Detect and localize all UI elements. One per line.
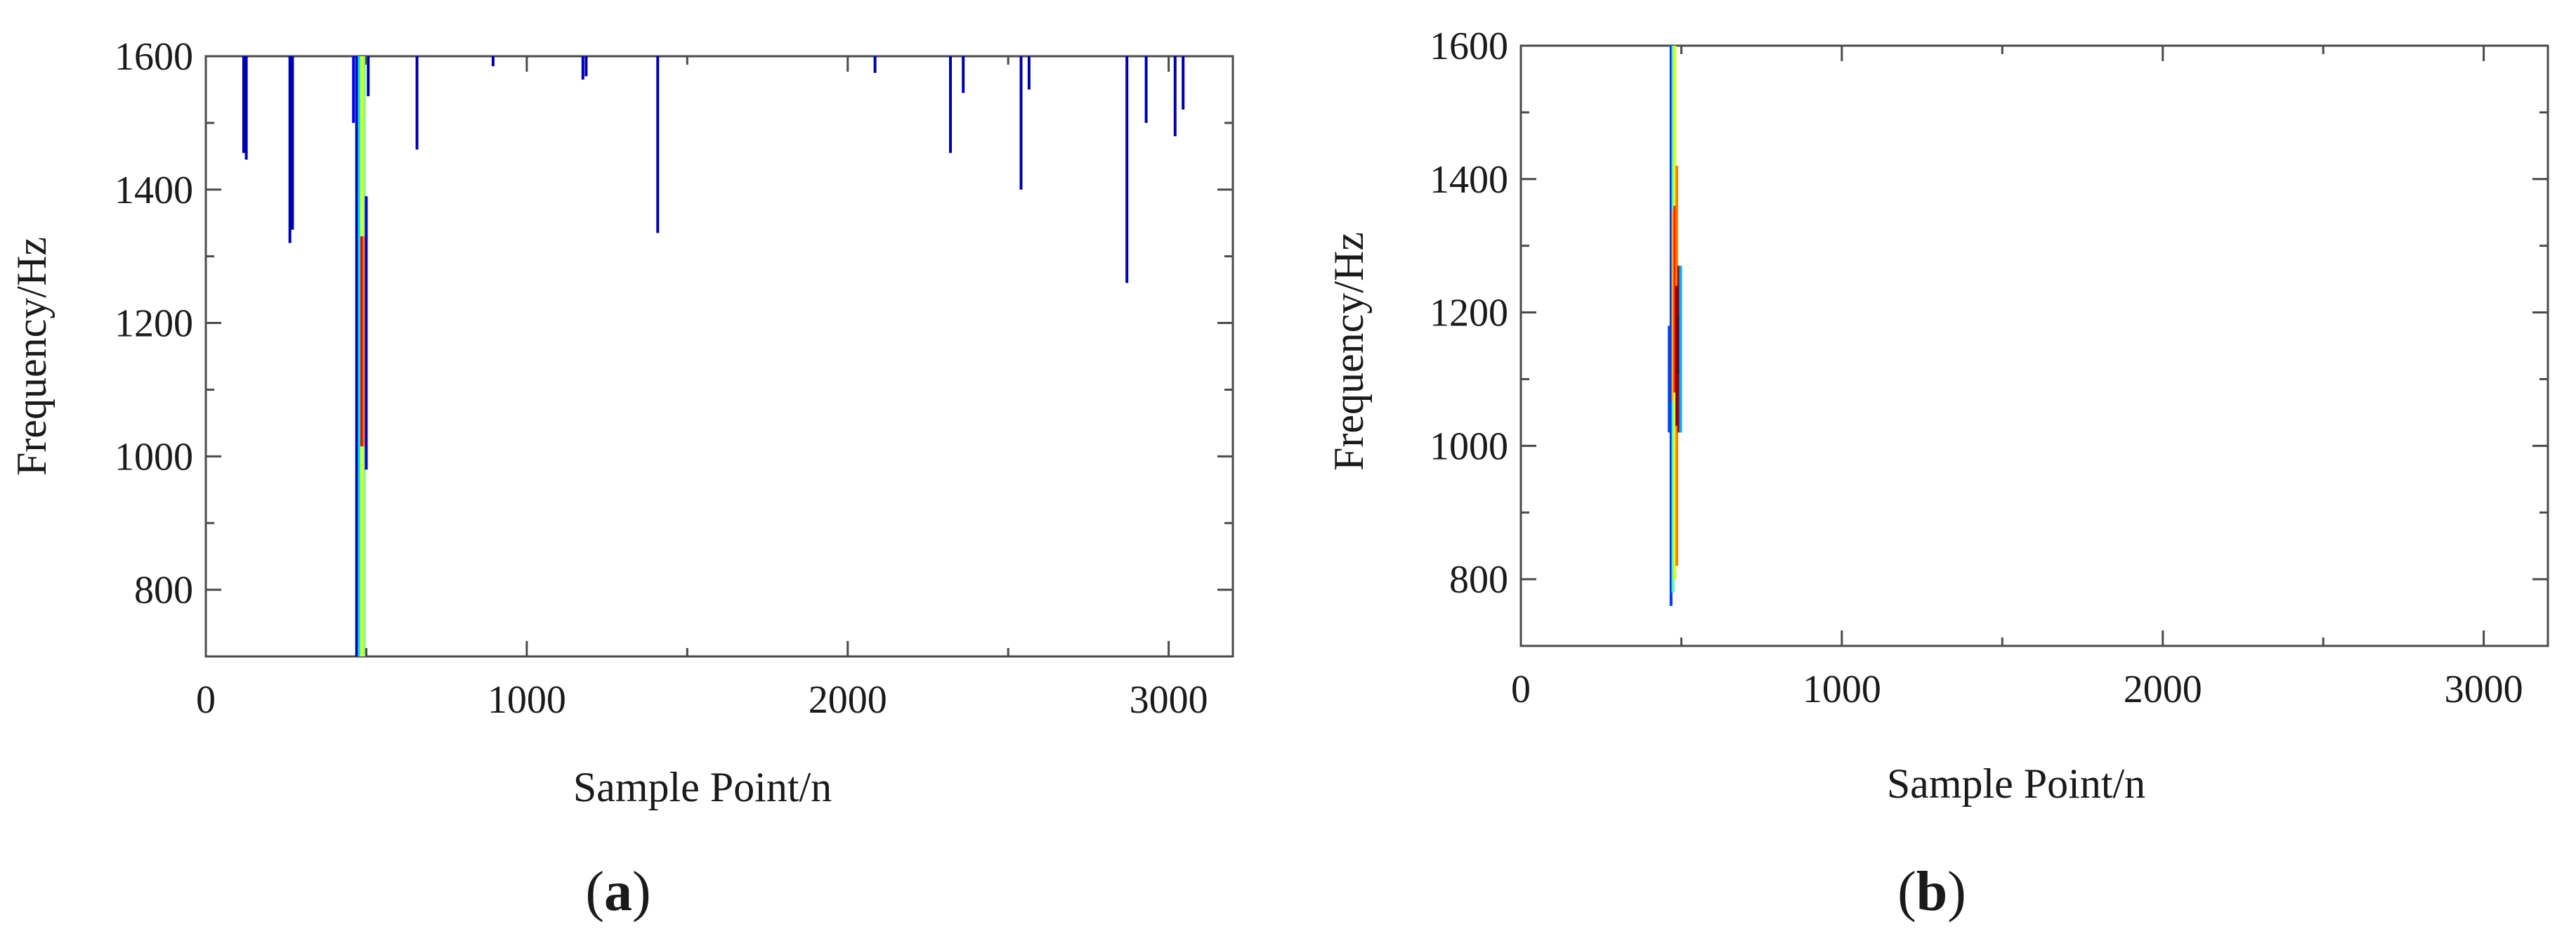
y-tick-label: 1400 xyxy=(115,169,193,212)
plot-frame xyxy=(204,55,1234,658)
panel-b: 0 1000 2000 3000 800 1000 1200 1400 1600 Sample … xyxy=(1326,25,2549,923)
panel-label: (a) xyxy=(585,861,650,923)
spike-group xyxy=(1668,46,1682,607)
y-axis-label: Frequency/Hz xyxy=(1326,232,1372,471)
y-tick-label: 1200 xyxy=(115,302,193,346)
y-tick-label: 800 xyxy=(134,569,193,612)
y-tick-label: 1600 xyxy=(1430,25,1508,68)
spike-group xyxy=(242,56,1185,656)
y-tick-label: 1000 xyxy=(115,435,193,479)
tick-group: 0 1000 2000 3000 800 1000 1200 1400 1600 xyxy=(1430,25,2548,711)
x-axis-label: Sample Point/n xyxy=(573,764,832,810)
x-tick-label: 0 xyxy=(196,678,216,722)
x-tick-label: 1000 xyxy=(488,678,566,722)
plot-frame xyxy=(1519,44,2549,647)
x-tick-label: 3000 xyxy=(2445,668,2523,711)
panel-letter: b xyxy=(1916,861,1948,923)
x-tick-label: 2000 xyxy=(2124,668,2202,711)
panel-a: 0 1000 2000 3000 800 1000 1200 1400 1600 Sample … xyxy=(8,35,1234,923)
x-axis-label: Sample Point/n xyxy=(1887,760,2145,807)
x-tick-label: 2000 xyxy=(809,678,887,722)
y-tick-label: 1400 xyxy=(1430,158,1508,202)
x-tick-label: 0 xyxy=(1511,668,1531,711)
tick-group: 0 1000 2000 3000 800 1000 1200 1400 1600 xyxy=(115,35,1233,722)
y-tick-label: 1600 xyxy=(115,35,193,79)
y-tick-label: 1000 xyxy=(1430,425,1508,468)
y-tick-label: 1200 xyxy=(1430,292,1508,335)
panel-letter: a xyxy=(604,861,632,923)
y-axis-label: Frequency/Hz xyxy=(8,237,55,476)
x-tick-label: 3000 xyxy=(1130,678,1208,722)
panel-label: (b) xyxy=(1897,861,1966,923)
x-tick-label: 1000 xyxy=(1803,668,1881,711)
y-tick-label: 800 xyxy=(1449,558,1508,602)
